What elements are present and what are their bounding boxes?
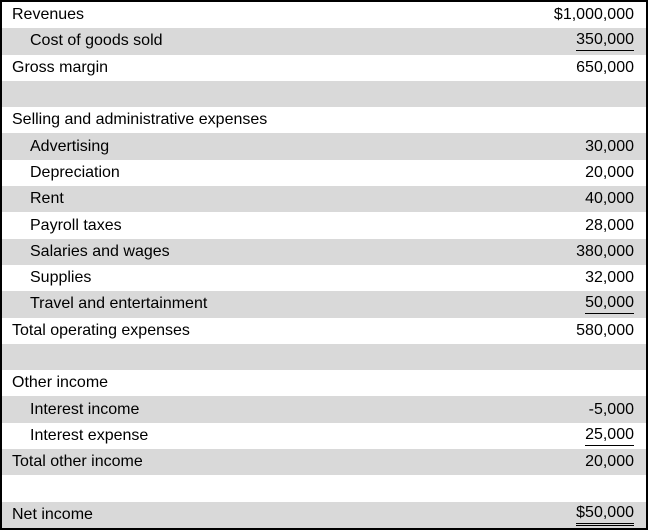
row-value: 30,000: [585, 137, 634, 155]
row-interest-expense: Interest expense 25,000: [2, 423, 646, 449]
row-value: 28,000: [585, 216, 634, 234]
spacer-row: [2, 343, 646, 371]
row-value: $50,000: [576, 504, 634, 526]
row-label: Interest expense: [30, 426, 149, 444]
row-label: Revenues: [12, 6, 85, 24]
row-label: Net income: [12, 505, 93, 523]
row-interest-income: Interest income -5,000: [2, 396, 646, 423]
row-value: 380,000: [576, 242, 634, 260]
row-label: Travel and entertainment: [30, 295, 208, 313]
row-net-income: Net income $50,000: [2, 501, 646, 528]
row-label: Depreciation: [30, 163, 120, 181]
row-value: -5,000: [588, 400, 634, 418]
row-value: 350,000: [576, 31, 634, 52]
row-value: 650,000: [576, 58, 634, 76]
row-label: Total other income: [12, 453, 143, 471]
row-value: $1,000,000: [553, 6, 634, 24]
spacer-row: [2, 80, 646, 108]
row-rent: Rent 40,000: [2, 186, 646, 213]
row-label: Supplies: [30, 269, 92, 287]
row-gross-margin: Gross margin 650,000: [2, 55, 646, 81]
row-value: 40,000: [585, 190, 634, 208]
spacer-row: [2, 475, 646, 501]
row-revenues: Revenues $1,000,000: [2, 2, 646, 28]
row-value: 32,000: [585, 269, 634, 287]
row-payroll-taxes: Payroll taxes 28,000: [2, 212, 646, 238]
row-depreciation: Depreciation 20,000: [2, 160, 646, 186]
row-label: Salaries and wages: [30, 242, 170, 260]
row-cost-of-goods-sold: Cost of goods sold 350,000: [2, 28, 646, 55]
row-value: 50,000: [585, 294, 634, 315]
row-label: Other income: [12, 374, 109, 392]
row-label: Payroll taxes: [30, 216, 122, 234]
row-label: Interest income: [30, 400, 140, 418]
row-value: 580,000: [576, 321, 634, 339]
row-supplies: Supplies 32,000: [2, 265, 646, 291]
row-advertising: Advertising 30,000: [2, 133, 646, 160]
row-total-operating-expenses: Total operating expenses 580,000: [2, 318, 646, 344]
row-value: 25,000: [585, 426, 634, 446]
row-other-income-header: Other income: [2, 370, 646, 396]
row-value: 20,000: [585, 163, 634, 181]
row-label: Cost of goods sold: [30, 32, 163, 50]
row-total-other-income: Total other income 20,000: [2, 449, 646, 476]
row-salaries-and-wages: Salaries and wages 380,000: [2, 238, 646, 265]
row-label: Selling and administrative expenses: [12, 111, 268, 129]
row-label: Advertising: [30, 137, 110, 155]
row-selling-admin-expenses-header: Selling and administrative expenses: [2, 107, 646, 133]
row-label: Rent: [30, 190, 64, 208]
row-value: 20,000: [585, 453, 634, 471]
row-travel-and-entertainment: Travel and entertainment 50,000: [2, 291, 646, 318]
row-label: Total operating expenses: [12, 321, 190, 339]
row-label: Gross margin: [12, 58, 109, 76]
